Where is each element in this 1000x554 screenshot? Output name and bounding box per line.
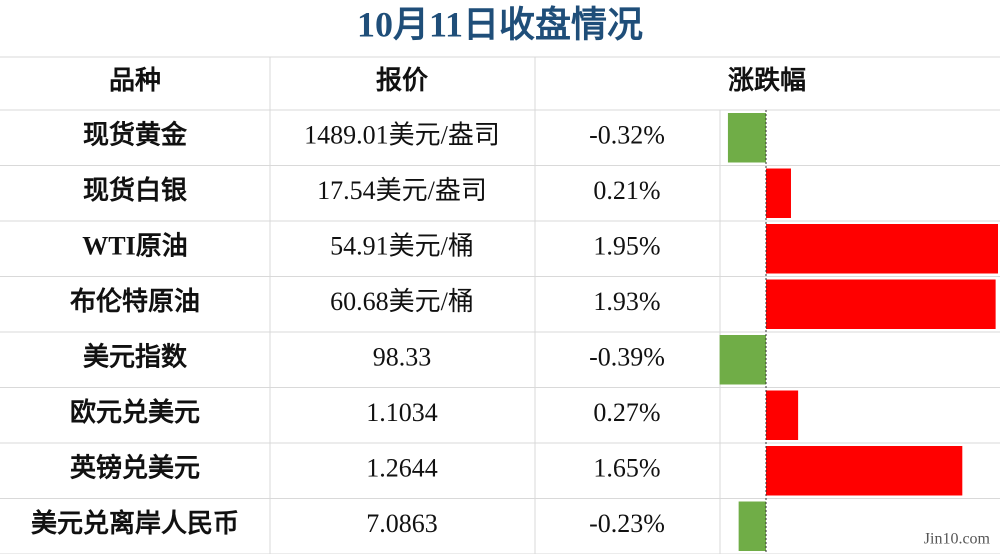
row-quote: 17.54美元/盎司 bbox=[317, 176, 487, 205]
change-bar bbox=[766, 224, 998, 274]
row-change: 1.95% bbox=[593, 232, 660, 261]
row-change: -0.32% bbox=[589, 121, 665, 150]
row-name: 现货黄金 bbox=[83, 120, 188, 150]
row-quote: 54.91美元/桶 bbox=[330, 232, 474, 261]
row-name: WTI原油 bbox=[82, 232, 187, 261]
row-change: 1.65% bbox=[593, 454, 660, 483]
row-change: 1.93% bbox=[593, 287, 660, 316]
change-bar bbox=[766, 168, 791, 218]
change-bar bbox=[738, 501, 766, 551]
row-name: 布伦特原油 bbox=[70, 286, 200, 316]
row-quote: 98.33 bbox=[373, 343, 432, 372]
change-bar bbox=[727, 113, 766, 163]
row-quote: 1.1034 bbox=[366, 398, 438, 427]
row-name: 欧元兑美元 bbox=[70, 397, 200, 427]
row-name: 美元兑离岸人民币 bbox=[31, 508, 239, 538]
column-header: 报价 bbox=[376, 65, 429, 95]
watermark: Jin10.com bbox=[924, 531, 991, 548]
row-name: 英镑兑美元 bbox=[70, 453, 200, 483]
row-quote: 7.0863 bbox=[366, 509, 438, 538]
row-change: -0.39% bbox=[589, 343, 665, 372]
row-name: 现货白银 bbox=[83, 175, 188, 205]
row-quote: 60.68美元/桶 bbox=[330, 287, 474, 316]
column-header: 涨跌幅 bbox=[728, 66, 806, 95]
row-change: 0.21% bbox=[593, 176, 660, 205]
column-header: 品种 bbox=[109, 66, 161, 95]
change-bar bbox=[766, 279, 996, 329]
row-name: 美元指数 bbox=[83, 342, 188, 372]
change-bar bbox=[766, 390, 799, 440]
title: 10月11日收盘情况 bbox=[357, 3, 643, 44]
row-change: 0.27% bbox=[593, 398, 660, 427]
change-bar bbox=[719, 335, 766, 385]
change-bar bbox=[766, 446, 963, 496]
row-change: -0.23% bbox=[589, 509, 665, 538]
row-quote: 1489.01美元/盎司 bbox=[304, 121, 500, 150]
row-quote: 1.2644 bbox=[366, 454, 438, 483]
